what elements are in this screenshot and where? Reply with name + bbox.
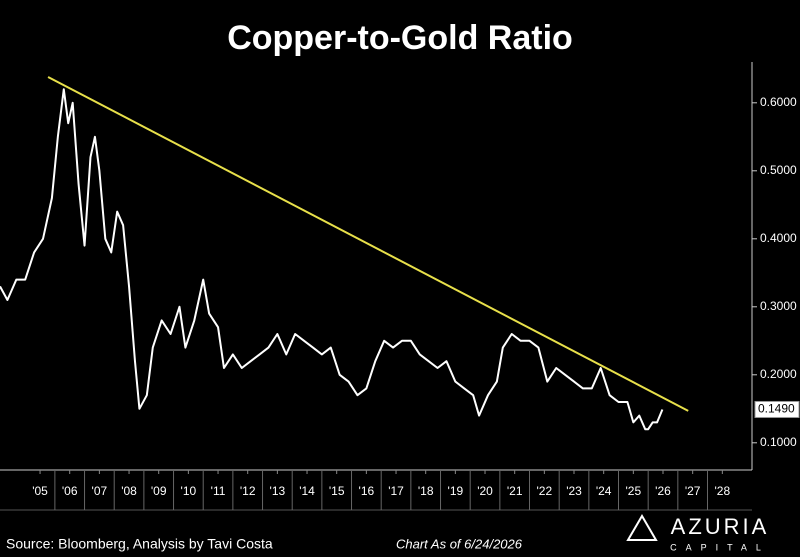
last-value-box — [754, 400, 800, 418]
y-tick-label: 0.5000 — [760, 163, 797, 177]
x-tick-label: '15 — [329, 484, 345, 498]
x-tick-label: '08 — [121, 484, 137, 498]
x-tick-label: '09 — [151, 484, 167, 498]
x-tick-label: '19 — [448, 484, 464, 498]
x-tick-label: '26 — [655, 484, 671, 498]
x-tick-label: '17 — [388, 484, 404, 498]
brand-sub: CAPITAL — [670, 542, 770, 552]
x-tick-label: '24 — [596, 484, 612, 498]
y-tick-label: 0.1000 — [760, 435, 797, 449]
x-tick-label: '22 — [537, 484, 553, 498]
y-tick-label: 0.6000 — [760, 95, 797, 109]
x-tick-label: '18 — [418, 484, 434, 498]
x-tick-label: '14 — [299, 484, 315, 498]
x-tick-label: '16 — [359, 484, 375, 498]
x-tick-label: '20 — [477, 484, 493, 498]
x-tick-label: '23 — [566, 484, 582, 498]
data-line — [0, 88, 664, 431]
x-tick-label: '25 — [626, 484, 642, 498]
x-tick-label: '05 — [32, 484, 48, 498]
y-tick-label: 0.4000 — [760, 231, 797, 245]
source: Source: Bloomberg, Analysis by Tavi Cost… — [6, 536, 273, 552]
x-tick-label: '21 — [507, 484, 523, 498]
x-tick-label: '11 — [211, 484, 226, 498]
y-tick-label: 0.3000 — [760, 299, 797, 313]
brand-logo: AZURIA CAPITAL — [626, 514, 770, 552]
brand-name: AZURIA — [671, 514, 770, 539]
as-of: Chart As of 6/24/2026 — [396, 536, 523, 551]
logo-icon — [626, 514, 658, 541]
trendline — [47, 76, 689, 412]
x-tick-label: '28 — [715, 484, 731, 498]
x-tick-label: '27 — [685, 484, 701, 498]
x-tick-label: '06 — [62, 484, 78, 498]
x-tick-label: '10 — [181, 484, 197, 498]
x-tick-label: '12 — [240, 484, 256, 498]
last-value-label: 0.1490 — [758, 402, 795, 416]
chart-title: Copper-to-Gold Ratio — [227, 19, 573, 57]
x-tick-label: '13 — [270, 484, 286, 498]
y-tick-label: 0.2000 — [760, 367, 797, 381]
x-tick-label: '07 — [92, 484, 108, 498]
